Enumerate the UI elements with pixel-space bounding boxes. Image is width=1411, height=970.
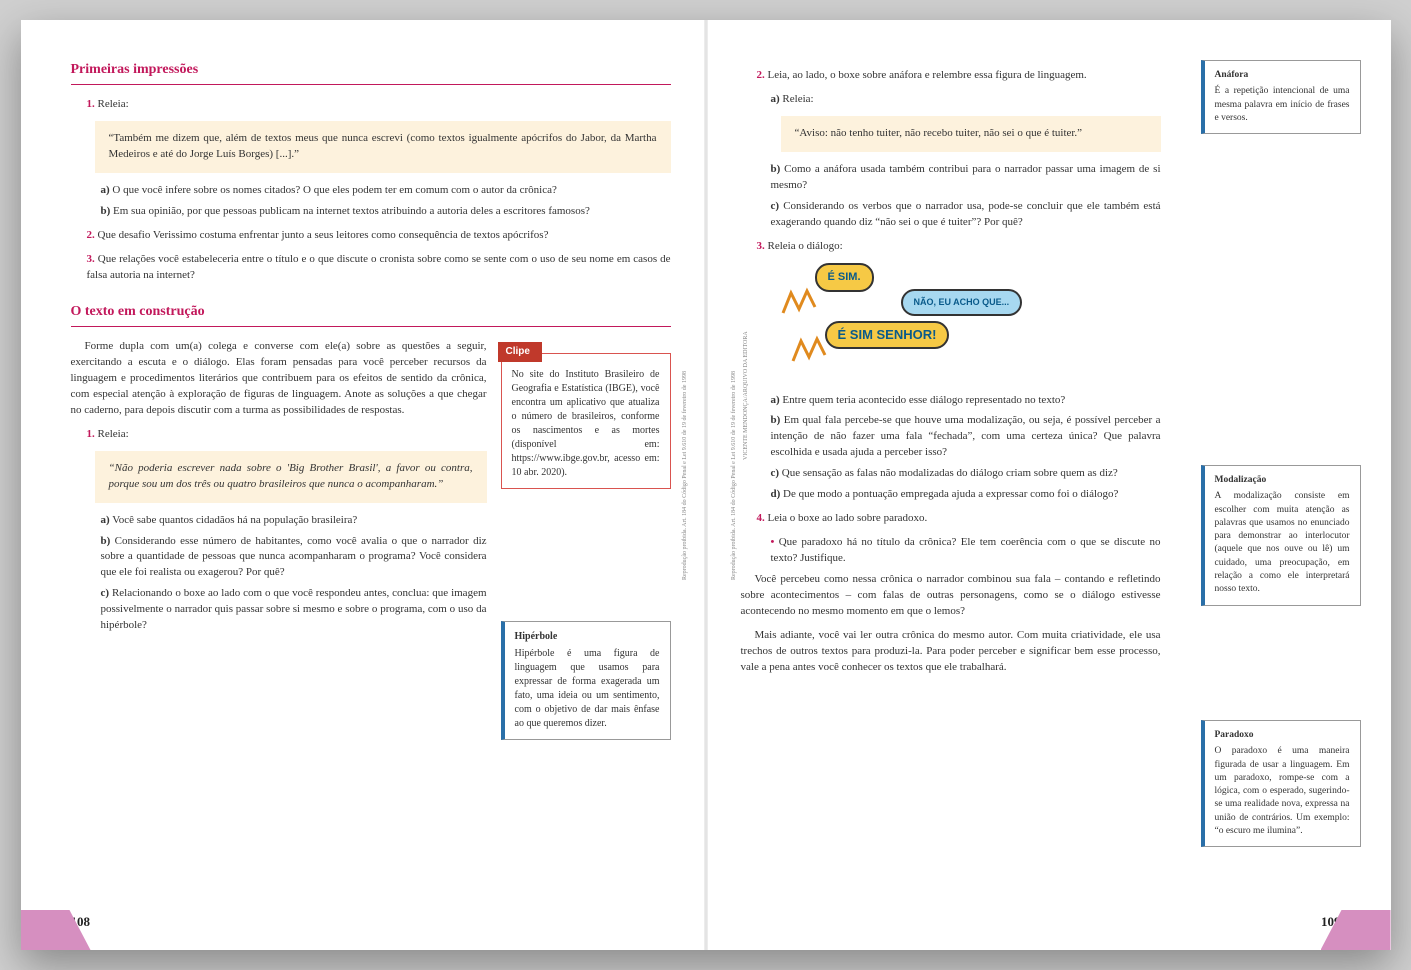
section-title-1: Primeiras impressões xyxy=(71,60,671,80)
q-label: Releia: xyxy=(98,98,129,110)
book-spread: Primeiras impressões 1. Releia: “Também … xyxy=(21,20,1391,950)
r-q2: 2. Leia, ao lado, o boxe sobre anáfora e… xyxy=(757,68,1161,84)
anafora-box: Anáfora É a repetição intencional de uma… xyxy=(1201,60,1361,134)
credit-right: Reprodução proibida. Art. 184 do Código … xyxy=(730,371,739,580)
r-q4: 4. Leia o boxe ao lado sobre paradoxo. xyxy=(757,511,1161,527)
r-q3c: c) Que sensação as falas não modalizadas… xyxy=(771,466,1161,482)
q-num: 1. xyxy=(87,98,95,110)
credit-left: Reprodução proibida. Art. 184 do Código … xyxy=(681,371,690,580)
page-left: Primeiras impressões 1. Releia: “Também … xyxy=(21,20,706,950)
closing-1: Você percebeu como nessa crônica o narra… xyxy=(741,572,1161,620)
bubble-1: É SIM. xyxy=(815,263,874,293)
sub-1a: a) O que você infere sobre os nomes cita… xyxy=(101,183,671,199)
modal-box: Modalização A modalização consiste em es… xyxy=(1201,465,1361,606)
question-1: 1. Releia: xyxy=(87,97,671,113)
divider xyxy=(71,84,671,85)
img-credit: VICENTE MENDONÇA/ARQUIVO DA EDITORA xyxy=(742,331,751,460)
bubble-2: NÃO, EU ACHO QUE... xyxy=(901,289,1023,316)
r-q2c: c) Considerando os verbos que o narrador… xyxy=(771,199,1161,231)
section-title-2: O texto em construção xyxy=(71,302,671,322)
s2-q1: 1. Releia: xyxy=(87,427,487,443)
page-gutter xyxy=(704,20,708,950)
comic-dialogue: É SIM. NÃO, EU ACHO QUE... É SIM SENHOR! xyxy=(781,263,1041,383)
clipe-box: Clipe No site do Instituto Brasileiro de… xyxy=(501,353,671,489)
col-main: Forme dupla com um(a) colega e converse … xyxy=(71,339,487,752)
r-q3a: a) Entre quem teria acontecido esse diál… xyxy=(771,393,1161,409)
r-q3: 3. Releia o diálogo: xyxy=(757,239,1161,255)
hiperbole-text: Hipérbole é uma figura de linguagem que … xyxy=(515,648,660,729)
hiperbole-box: Hipérbole Hipérbole é uma figura de ling… xyxy=(501,621,671,740)
question-3: 3. Que relações você estabeleceria entre… xyxy=(87,252,671,284)
divider-2 xyxy=(71,326,671,327)
clipe-tag: Clipe xyxy=(498,342,542,362)
quote-box-1: “Também me dizem que, além de textos meu… xyxy=(95,121,671,173)
r-q4-bullet: • Que paradoxo há no título da crônica? … xyxy=(771,535,1161,567)
s2-1b: b) Considerando esse número de habitante… xyxy=(101,534,487,582)
s2-1a: a) Você sabe quantos cidadãos há na popu… xyxy=(101,513,487,529)
closing-2: Mais adiante, você vai ler outra crônica… xyxy=(741,628,1161,676)
two-col-layout: Forme dupla com um(a) colega e converse … xyxy=(71,339,671,752)
s2-1c: c) Relacionando o boxe ao lado com o que… xyxy=(101,586,487,634)
r-q2a: a) Releia: xyxy=(771,92,1161,108)
quote-box-3: “Aviso: não tenho tuiter, não recebo tui… xyxy=(781,116,1161,152)
intro-para: Forme dupla com um(a) colega e converse … xyxy=(71,339,487,419)
question-2: 2. Que desafio Verissimo costuma enfrent… xyxy=(87,228,671,244)
right-main-col: 2. Leia, ao lado, o boxe sobre anáfora e… xyxy=(741,68,1161,676)
hiperbole-title: Hipérbole xyxy=(515,630,660,644)
r-q2b: b) Como a anáfora usada também contribui… xyxy=(771,162,1161,194)
paradoxo-box: Paradoxo O paradoxo é uma maneira figura… xyxy=(1201,720,1361,847)
r-q3d: d) De que modo a pontuação empregada aju… xyxy=(771,487,1161,503)
bubble-3: É SIM SENHOR! xyxy=(825,321,950,349)
page-right: 2. Leia, ao lado, o boxe sobre anáfora e… xyxy=(706,20,1391,950)
col-side: Clipe No site do Instituto Brasileiro de… xyxy=(501,339,671,752)
sub-1b: b) Em sua opinião, por que pessoas publi… xyxy=(101,204,671,220)
quote-box-2: “Não poderia escrever nada sobre o 'Big … xyxy=(95,451,487,503)
r-q3b: b) Em qual fala percebe-se que houve uma… xyxy=(771,413,1161,461)
clipe-text: No site do Instituto Brasileiro de Geogr… xyxy=(512,368,660,480)
